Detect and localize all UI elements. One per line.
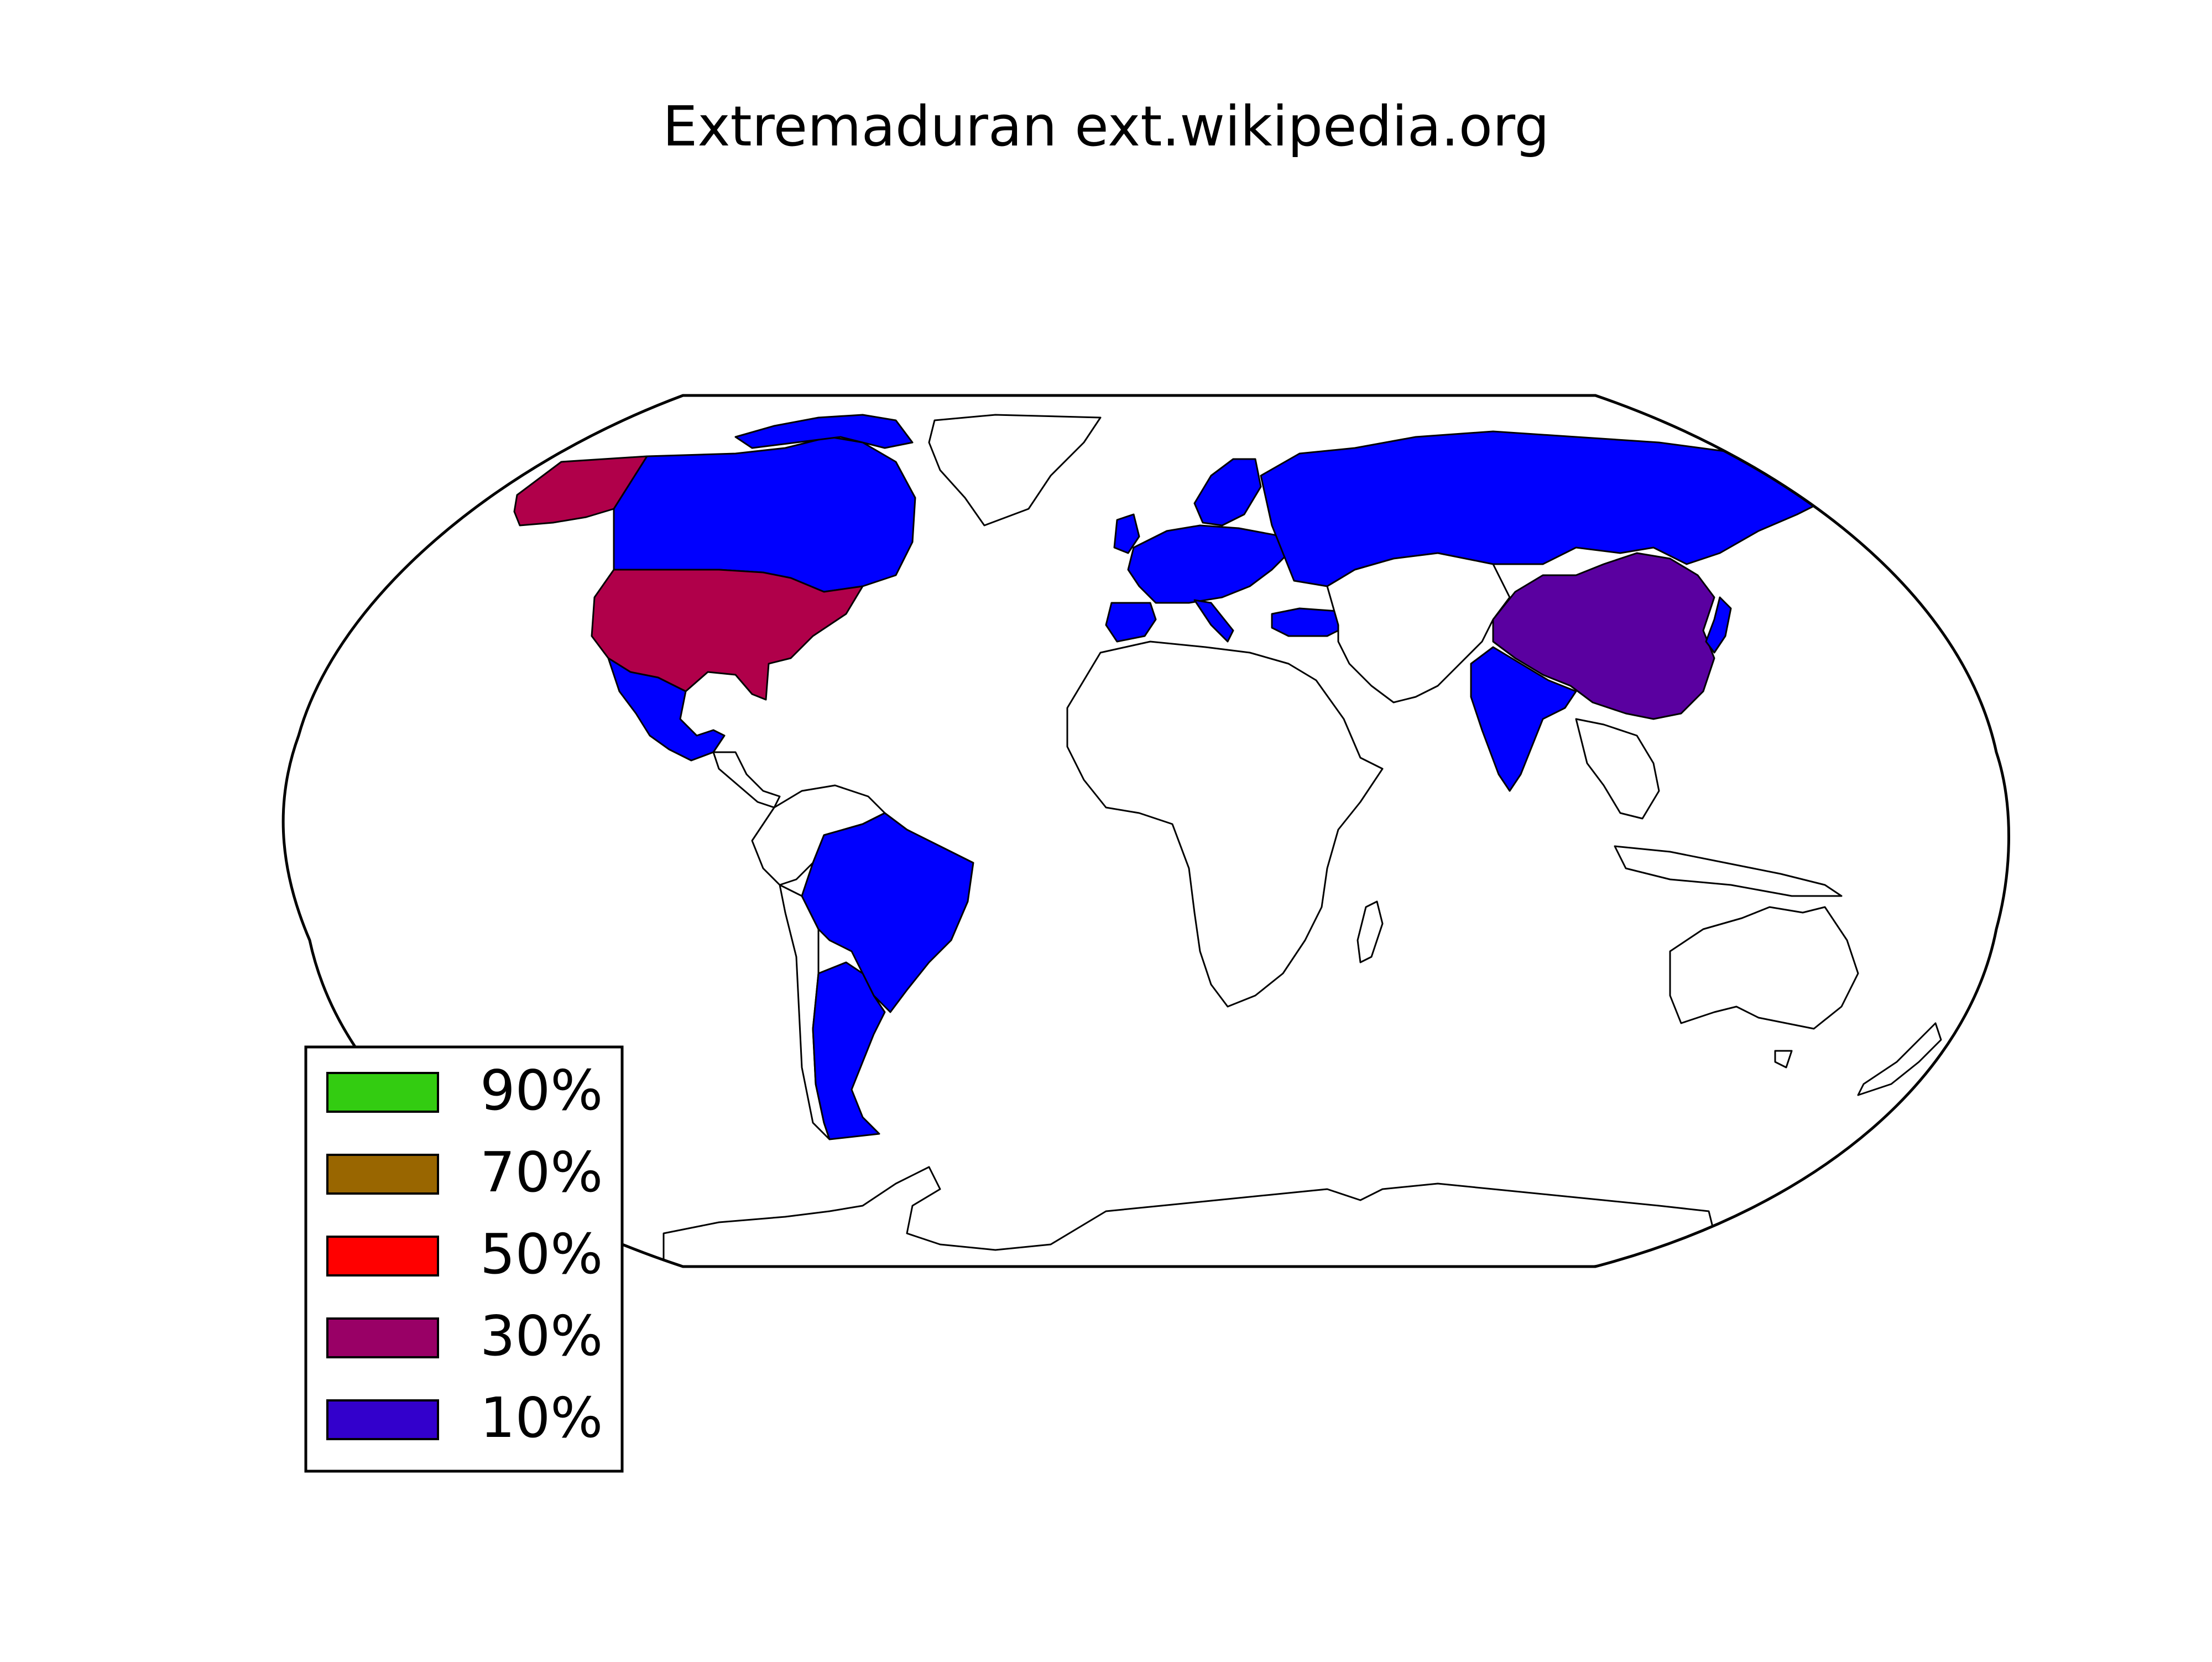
legend-label: 10% — [480, 1385, 603, 1450]
region-british-isles — [1113, 513, 1140, 554]
region-scandinavia — [1193, 458, 1262, 527]
region-mexico — [607, 657, 726, 762]
region-southeast-asia — [1575, 718, 1660, 820]
region-japan — [1705, 596, 1732, 654]
legend-swatch — [326, 1399, 439, 1440]
region-madagascar — [1357, 900, 1384, 963]
region-italy — [1193, 599, 1234, 643]
region-central-america — [712, 751, 781, 809]
map-legend: 90% 70% 50% 30% 10% — [304, 1045, 624, 1473]
region-tasmania — [1774, 1050, 1793, 1069]
region-greenland — [928, 414, 1102, 527]
region-indonesia — [1614, 845, 1843, 897]
legend-swatch — [326, 1154, 439, 1195]
region-africa — [1066, 640, 1384, 1008]
region-canadian-arctic — [734, 414, 914, 449]
region-central-europe — [1127, 524, 1290, 604]
legend-label: 50% — [480, 1222, 603, 1286]
legend-swatch — [326, 1072, 439, 1113]
region-canada — [613, 436, 916, 593]
legend-swatch — [326, 1236, 439, 1277]
region-iberia — [1105, 602, 1157, 643]
region-argentina — [812, 961, 886, 1140]
legend-label: 90% — [480, 1058, 603, 1123]
map-title: Extremaduran ext.wikipedia.org — [662, 94, 1550, 159]
region-australia — [1669, 906, 1859, 1030]
legend-label: 30% — [480, 1304, 603, 1368]
legend-swatch — [326, 1317, 439, 1358]
region-india — [1470, 646, 1577, 792]
region-antarctica — [662, 1166, 1715, 1267]
region-middle-east — [1326, 552, 1511, 704]
region-brazil — [801, 812, 974, 1013]
region-new-zealand — [1857, 1022, 1942, 1096]
region-russia — [1260, 430, 1832, 587]
region-china — [1492, 552, 1715, 720]
map-boundary — [281, 394, 2010, 1268]
legend-label: 70% — [480, 1140, 603, 1205]
